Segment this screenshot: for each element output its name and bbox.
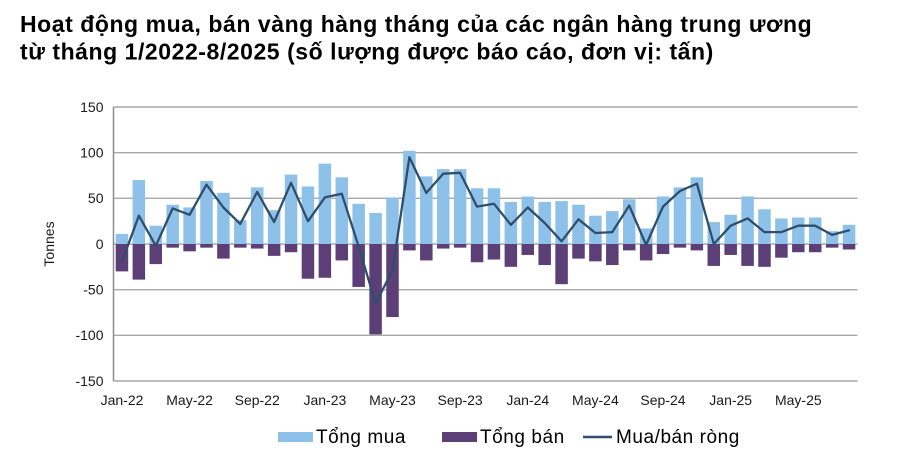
svg-text:từ tháng 1/2022-8/2025 (số lượ: từ tháng 1/2022-8/2025 (số lượng được bá…: [20, 39, 714, 65]
svg-text:Tonnes: Tonnes: [41, 221, 57, 266]
svg-text:Jan-25: Jan-25: [709, 392, 752, 408]
svg-text:100: 100: [80, 145, 104, 161]
svg-text:May-22: May-22: [166, 392, 213, 408]
svg-text:-150: -150: [75, 373, 103, 389]
svg-text:Mua/bán ròng: Mua/bán ròng: [616, 427, 740, 448]
svg-text:Sep-23: Sep-23: [438, 392, 483, 408]
svg-text:150: 150: [80, 99, 104, 115]
svg-text:Jan-22: Jan-22: [101, 392, 144, 408]
svg-text:Jan-24: Jan-24: [506, 392, 549, 408]
svg-text:Jan-23: Jan-23: [303, 392, 346, 408]
svg-text:Tổng mua: Tổng mua: [316, 427, 406, 448]
svg-text:50: 50: [88, 190, 104, 206]
svg-text:-100: -100: [75, 327, 103, 343]
svg-text:Sep-22: Sep-22: [235, 392, 280, 408]
svg-text:Hoạt động mua, bán vàng hàng t: Hoạt động mua, bán vàng hàng tháng của c…: [20, 11, 812, 37]
svg-text:May-24: May-24: [572, 392, 619, 408]
svg-text:May-25: May-25: [775, 392, 822, 408]
svg-text:Tổng bán: Tổng bán: [480, 427, 565, 448]
svg-text:-50: -50: [83, 282, 103, 298]
svg-text:0: 0: [96, 236, 104, 252]
svg-text:May-23: May-23: [369, 392, 416, 408]
svg-text:Sep-24: Sep-24: [640, 392, 685, 408]
